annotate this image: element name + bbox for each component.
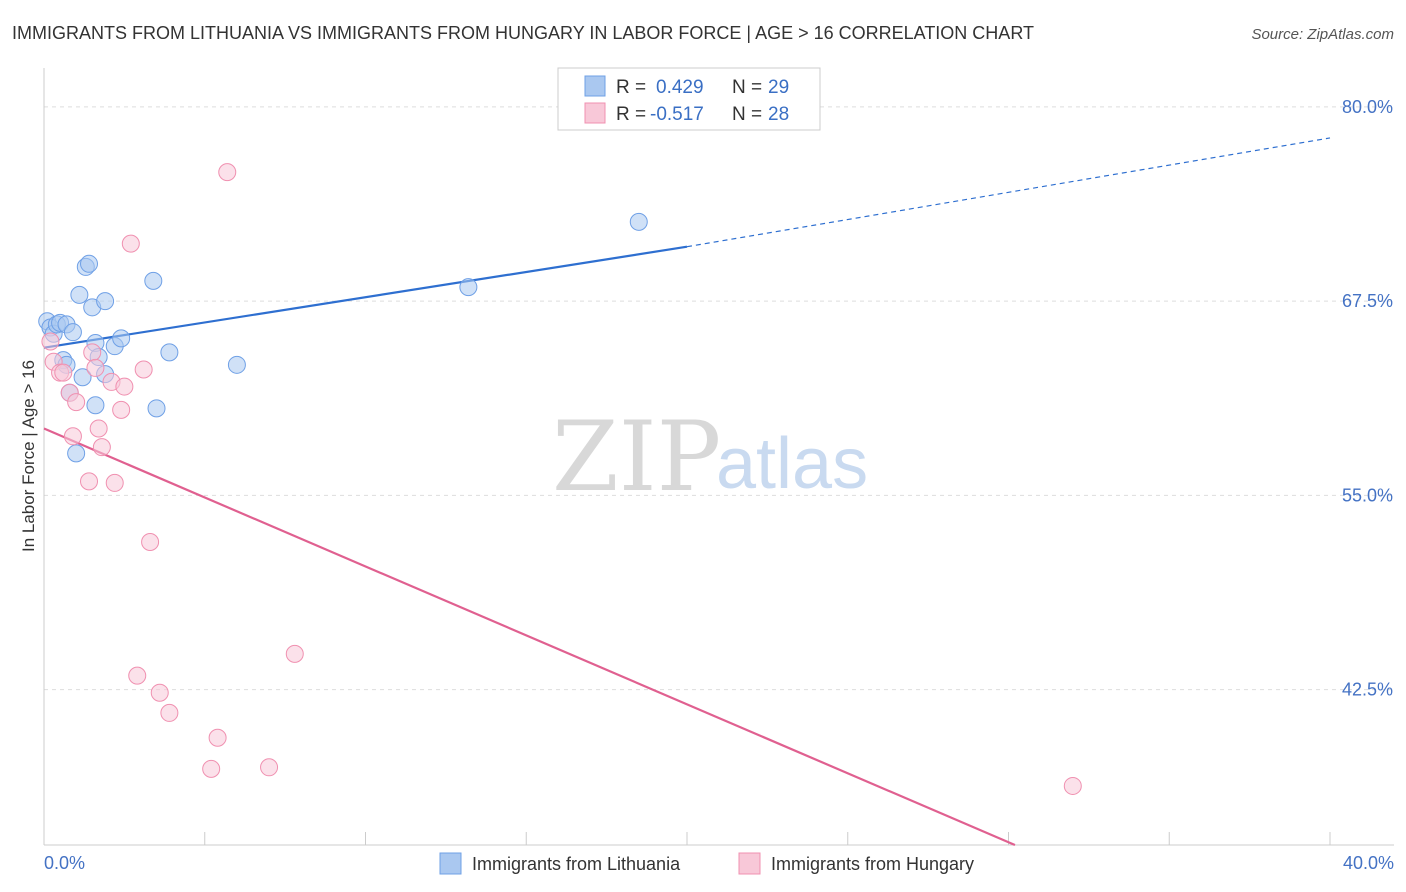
correlation-legend: R = 0.429 N = 29 R = -0.517 N = 28 [557,67,821,131]
bottom-legend-swatch-hungary [738,852,761,875]
point-hungary [150,683,169,702]
trend-line-hungary [43,427,1016,847]
point-hungary [128,666,147,685]
legend-n-value-lithuania: 29 [768,77,789,98]
data-points [38,163,1082,795]
watermark-atlas: atlas [716,424,868,504]
legend-n-label-lithuania: N = [732,77,762,98]
point-hungary [285,644,304,663]
point-hungary [112,400,131,419]
point-lithuania [112,329,131,348]
point-hungary [80,472,99,491]
point-hungary [54,363,73,382]
chart-source: Source: ZipAtlas.com [1251,26,1394,43]
point-lithuania [96,292,115,311]
grid [44,106,1394,691]
point-lithuania [629,212,648,231]
point-hungary [86,358,105,377]
point-hungary [218,163,237,182]
trend-line-lithuania [43,245,688,349]
trend-lines [43,137,1331,847]
point-hungary [134,360,153,379]
point-lithuania [63,323,82,342]
x-tick-label-min: 0.0% [44,853,85,873]
y-tick-label: 67.5% [1342,291,1393,311]
point-hungary [89,419,108,438]
y-tick-label: 80.0% [1342,97,1393,117]
point-hungary [92,438,111,457]
watermark-zip: ZIP [552,401,721,513]
bottom-legend-label-lithuania: Immigrants from Lithuania [472,854,681,874]
point-hungary [141,532,160,551]
point-hungary [160,703,179,722]
point-hungary [83,343,102,362]
point-hungary [208,728,227,747]
point-lithuania [160,343,179,362]
x-tick-label-max: 40.0% [1343,853,1394,873]
legend-r-label-lithuania: R = [616,77,646,98]
point-lithuania [80,254,99,273]
watermark: ZIP atlas [552,401,868,513]
legend-r-label-hungary: R = [616,104,646,125]
point-lithuania [67,444,86,463]
point-lithuania [144,271,163,290]
y-axis-label: In Labor Force | Age > 16 [19,360,38,552]
point-hungary [67,393,86,412]
x-tick-marks [204,832,1331,845]
point-hungary [63,427,82,446]
point-hungary [105,473,124,492]
point-lithuania [459,278,478,297]
point-hungary [1063,776,1082,795]
point-hungary [121,234,140,253]
point-hungary [41,332,60,351]
legend-r-value-hungary: -0.517 [650,104,704,125]
legend-n-label-hungary: N = [732,104,762,125]
point-hungary [115,377,134,396]
point-lithuania [73,368,92,387]
legend-swatch-hungary [584,102,606,124]
series-legend: Immigrants from Lithuania Immigrants fro… [439,852,974,875]
legend-n-value-hungary: 28 [768,104,789,125]
point-hungary [202,759,221,778]
legend-r-value-lithuania: 0.429 [656,77,704,98]
bottom-legend-label-hungary: Immigrants from Hungary [771,854,974,874]
point-lithuania [70,285,89,304]
bottom-legend-swatch-lithuania [439,852,462,875]
point-lithuania [86,396,105,415]
trend-line-extension-lithuania [686,137,1331,248]
y-tick-label: 42.5% [1342,680,1393,700]
chart-title: IMMIGRANTS FROM LITHUANIA VS IMMIGRANTS … [12,23,1034,43]
legend-swatch-lithuania [584,75,606,97]
point-hungary [260,758,279,777]
y-tick-label: 55.0% [1342,485,1393,505]
point-lithuania [147,399,166,418]
point-lithuania [227,355,246,374]
y-tick-labels: 42.5% 55.0% 67.5% 80.0% [1342,97,1393,700]
